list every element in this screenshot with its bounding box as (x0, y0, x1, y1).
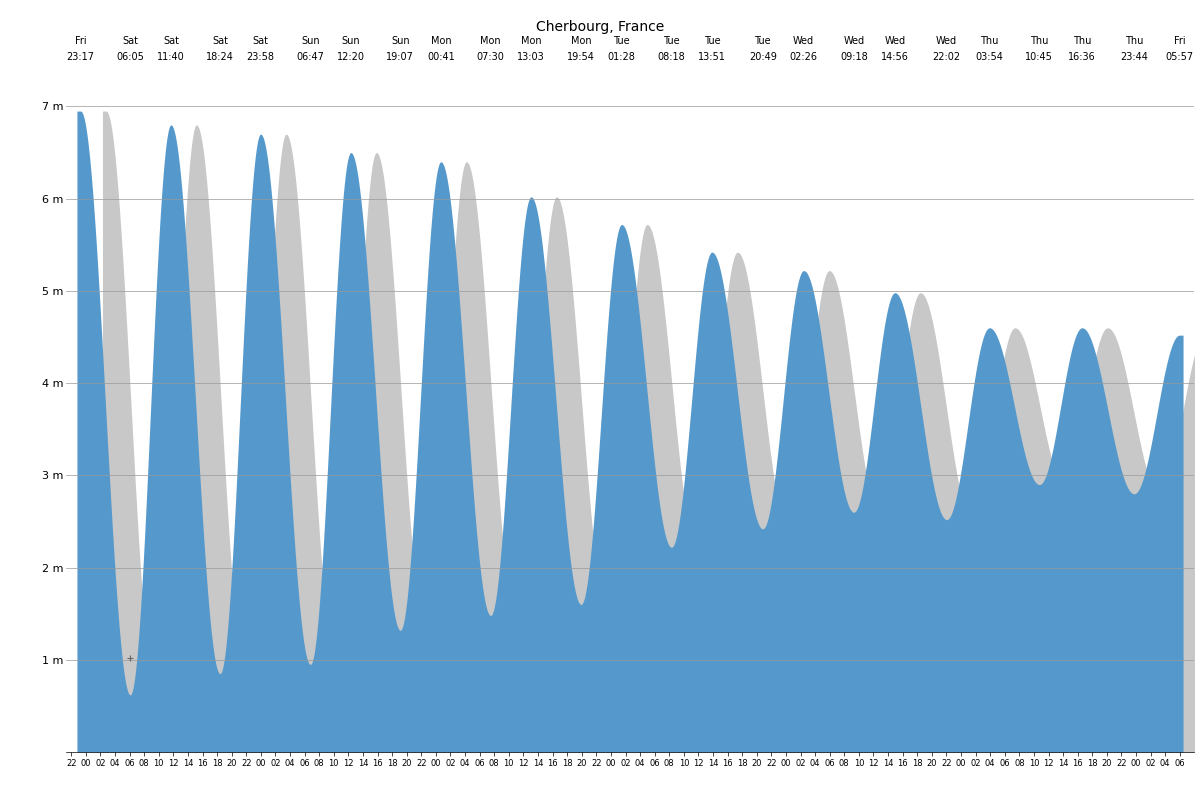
Text: 20:49: 20:49 (749, 52, 776, 62)
Text: 23:44: 23:44 (1120, 52, 1148, 62)
Text: Tue: Tue (613, 36, 630, 46)
Text: Cherbourg, France: Cherbourg, France (536, 20, 664, 34)
Text: Mon: Mon (480, 36, 500, 46)
Text: 02:26: 02:26 (790, 52, 817, 62)
Text: 03:54: 03:54 (976, 52, 1003, 62)
Text: 09:18: 09:18 (840, 52, 868, 62)
Text: 23:58: 23:58 (247, 52, 275, 62)
Text: 00:41: 00:41 (427, 52, 455, 62)
Text: 07:30: 07:30 (476, 52, 504, 62)
Text: Wed: Wed (793, 36, 815, 46)
Text: Sun: Sun (342, 36, 360, 46)
Text: 18:24: 18:24 (206, 52, 234, 62)
Text: 22:02: 22:02 (932, 52, 961, 62)
Text: Tue: Tue (664, 36, 679, 46)
Text: 14:56: 14:56 (881, 52, 908, 62)
Text: Sat: Sat (163, 36, 179, 46)
Text: 19:54: 19:54 (568, 52, 595, 62)
Text: Mon: Mon (521, 36, 541, 46)
Text: 12:20: 12:20 (337, 52, 365, 62)
Text: 10:45: 10:45 (1026, 52, 1054, 62)
Text: Mon: Mon (431, 36, 451, 46)
Text: 11:40: 11:40 (157, 52, 185, 62)
Text: Sat: Sat (253, 36, 269, 46)
Text: Thu: Thu (1124, 36, 1144, 46)
Text: Fri: Fri (1174, 36, 1186, 46)
Text: Sun: Sun (391, 36, 409, 46)
Text: Mon: Mon (571, 36, 592, 46)
Text: Wed: Wed (844, 36, 864, 46)
Text: Thu: Thu (980, 36, 998, 46)
Text: 05:57: 05:57 (1165, 52, 1194, 62)
Text: Thu: Thu (1030, 36, 1049, 46)
Text: 19:07: 19:07 (386, 52, 414, 62)
Text: Sun: Sun (301, 36, 319, 46)
Text: Tue: Tue (703, 36, 720, 46)
Text: Sat: Sat (122, 36, 138, 46)
Text: Wed: Wed (884, 36, 906, 46)
Text: Sat: Sat (212, 36, 228, 46)
Text: 06:47: 06:47 (296, 52, 324, 62)
Text: 23:17: 23:17 (66, 52, 95, 62)
Text: 16:36: 16:36 (1068, 52, 1096, 62)
Text: Fri: Fri (74, 36, 86, 46)
Text: Wed: Wed (936, 36, 958, 46)
Text: 13:51: 13:51 (698, 52, 726, 62)
Text: 06:05: 06:05 (116, 52, 144, 62)
Text: 01:28: 01:28 (607, 52, 636, 62)
Text: Thu: Thu (1073, 36, 1091, 46)
Text: Tue: Tue (755, 36, 772, 46)
Text: 13:03: 13:03 (517, 52, 545, 62)
Text: 08:18: 08:18 (658, 52, 685, 62)
